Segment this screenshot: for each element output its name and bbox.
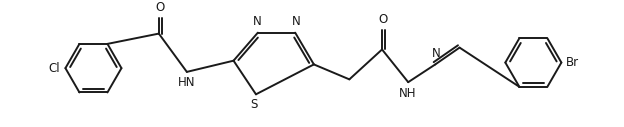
- Text: O: O: [378, 13, 388, 26]
- Text: NH: NH: [399, 87, 416, 100]
- Text: N: N: [253, 15, 261, 28]
- Text: HN: HN: [178, 76, 195, 89]
- Text: Cl: Cl: [48, 62, 60, 75]
- Text: S: S: [250, 98, 258, 111]
- Text: N: N: [292, 15, 301, 28]
- Text: N: N: [432, 47, 441, 60]
- Text: O: O: [155, 1, 164, 14]
- Text: Br: Br: [566, 56, 579, 69]
